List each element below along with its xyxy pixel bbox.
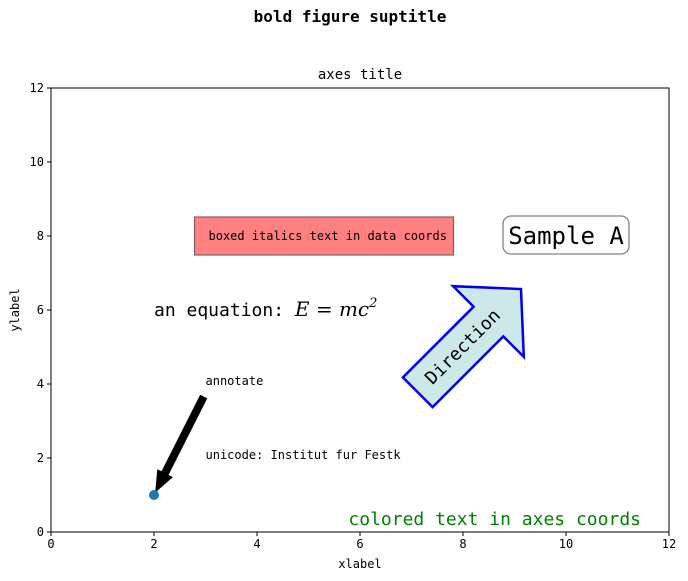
- x-tick-label: 10: [559, 537, 573, 551]
- x-tick-label: 8: [459, 537, 466, 551]
- axes-title: axes title: [318, 67, 402, 83]
- x-ticks: 0 2 4 6 8 10 12: [47, 532, 676, 551]
- data-point: [149, 490, 159, 500]
- equation-math: E = mc: [294, 297, 369, 321]
- sample-box-text: Sample A: [508, 222, 624, 250]
- x-tick-label: 6: [356, 537, 363, 551]
- equation-superscript: 2: [368, 296, 377, 311]
- sample-box: [502, 215, 630, 255]
- x-tick-label: 4: [253, 537, 260, 551]
- y-ticks: 0 2 4 6 8 10 12: [30, 81, 51, 539]
- y-tick-label: 0: [37, 525, 44, 539]
- direction-arrow: Direction: [401, 284, 526, 409]
- y-axis-label: ylabel: [8, 288, 22, 331]
- direction-arrow-shape: [401, 284, 526, 409]
- scatter-points: [149, 490, 159, 500]
- x-tick-label: 12: [662, 537, 676, 551]
- equation-prefix: an equation:: [154, 300, 295, 321]
- y-tick-label: 2: [37, 451, 44, 465]
- unicode-text: unicode: Institut fur Festk: [206, 448, 402, 462]
- y-tick-label: 12: [30, 81, 44, 95]
- equation-text: an equation: E = mc2: [154, 296, 377, 321]
- y-tick-label: 4: [37, 377, 44, 391]
- y-tick-label: 6: [37, 303, 44, 317]
- boxed-text-background: [193, 216, 455, 256]
- figure-suptitle: bold figure suptitle: [254, 7, 447, 26]
- colored-text: colored text in axes coords: [348, 509, 641, 530]
- x-tick-label: 2: [150, 537, 157, 551]
- x-axis-label: xlabel: [338, 557, 381, 571]
- annotate-label: annotate: [206, 374, 264, 388]
- annotate-arrow: [155, 394, 208, 493]
- boxed-text: boxed italics text in data coords: [209, 229, 447, 243]
- y-tick-label: 8: [37, 229, 44, 243]
- y-tick-label: 10: [30, 155, 44, 169]
- x-tick-label: 0: [47, 537, 54, 551]
